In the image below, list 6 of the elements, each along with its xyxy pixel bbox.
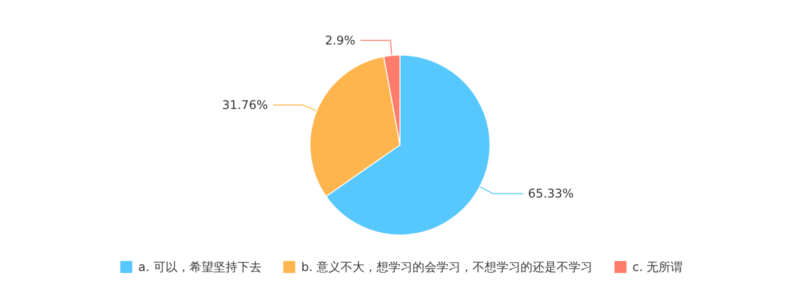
legend-label: b. 意义不大，想学习的会学习，不想学习的还是不学习: [301, 260, 593, 274]
legend-label: a. 可以，希望坚持下去: [138, 260, 262, 274]
data-label: 2.9%: [324, 33, 356, 48]
legend-label: c. 无所谓: [632, 260, 683, 274]
data-label: 31.76%: [222, 98, 268, 112]
data-label: 65.33%: [528, 186, 574, 201]
